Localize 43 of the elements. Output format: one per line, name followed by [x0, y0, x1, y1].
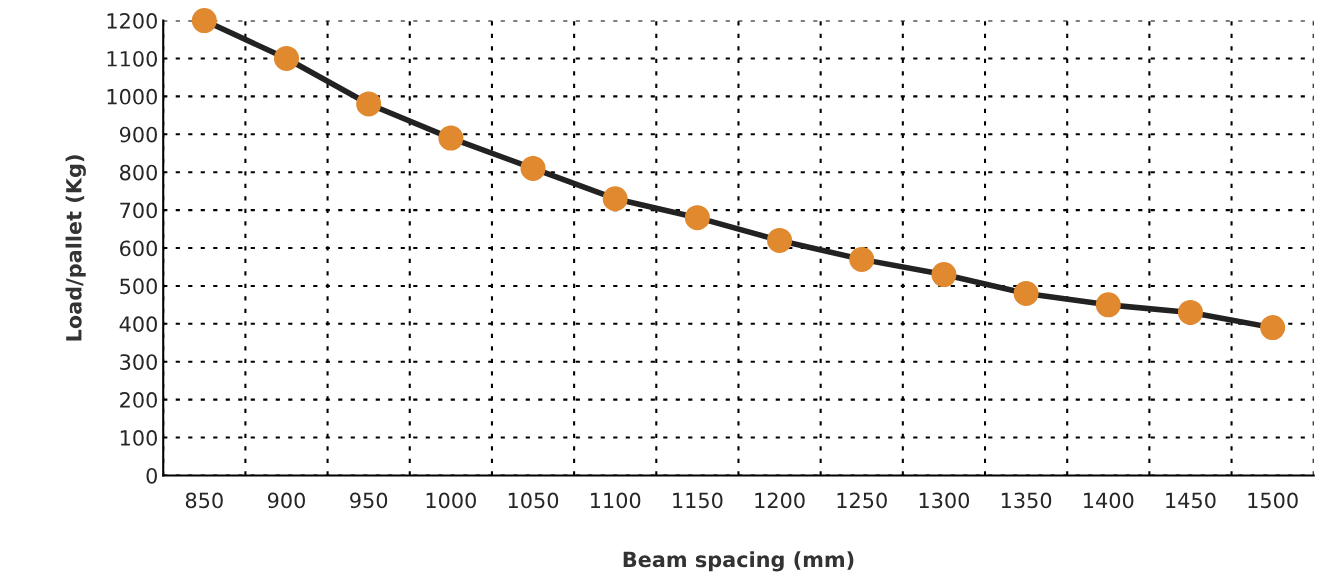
point — [1177, 299, 1203, 325]
x-tick-label: 1450 — [1166, 492, 1216, 509]
x-tick-label: 1500 — [1248, 492, 1298, 509]
y-tick-label: 400 — [119, 316, 157, 333]
x-tick-label: 1100 — [590, 492, 641, 509]
point — [438, 125, 464, 151]
x-tick-label: 1400 — [1084, 492, 1134, 509]
point — [1013, 280, 1039, 307]
point — [684, 205, 710, 231]
y-axis-title: Load/pallet (Kg) — [65, 155, 86, 341]
y-tick-label: 800 — [120, 164, 157, 181]
y-tick-label: 300 — [120, 354, 157, 370]
x-tick-label: 1300 — [919, 492, 970, 509]
y-tick-label: 200 — [120, 392, 157, 408]
point — [767, 227, 793, 253]
point — [1260, 315, 1286, 341]
y-tick-label: 600 — [120, 240, 157, 257]
point — [356, 91, 382, 117]
y-tick-label: 100 — [120, 430, 157, 446]
point — [849, 246, 875, 272]
y-tick-label: 500 — [120, 278, 157, 295]
x-tick-label: 950 — [350, 492, 388, 509]
y-tick-label: 900 — [119, 126, 157, 143]
x-tick-label: 1200 — [755, 492, 805, 509]
point — [520, 155, 546, 181]
x-tick-label: 1150 — [673, 492, 723, 509]
point — [191, 8, 217, 34]
x-tick-label: 850 — [185, 492, 223, 509]
x-axis-title: Beam spacing (mm) — [623, 551, 854, 572]
y-tick-label: 1100 — [107, 50, 157, 67]
x-tick-label: 900 — [267, 492, 305, 509]
y-tick-label: 1200 — [107, 13, 157, 29]
y-tick-label: 0 — [146, 467, 157, 484]
y-tick-label: 700 — [120, 202, 157, 219]
x-tick-label: 1050 — [508, 492, 559, 509]
point — [931, 262, 957, 288]
x-tick-label: 1350 — [1001, 492, 1052, 509]
point — [1095, 292, 1121, 318]
x-tick-label: 1250 — [837, 492, 887, 509]
point — [602, 186, 628, 212]
point — [273, 45, 299, 71]
x-tick-label: 1000 — [426, 492, 476, 509]
y-tick-label: 1000 — [107, 88, 157, 105]
